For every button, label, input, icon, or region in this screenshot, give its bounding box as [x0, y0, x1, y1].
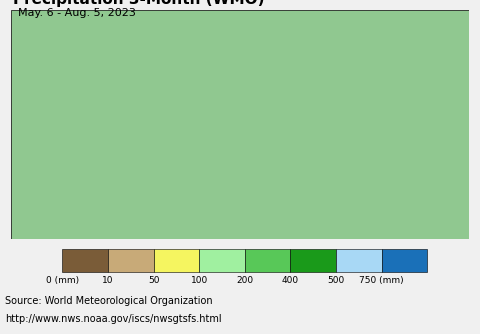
Text: 200: 200 — [236, 276, 253, 285]
Text: 100: 100 — [191, 276, 208, 285]
Text: 0 (mm): 0 (mm) — [46, 276, 79, 285]
Text: Source: World Meteorological Organization: Source: World Meteorological Organizatio… — [5, 296, 213, 306]
Text: Precipitation 3-Month (WMO): Precipitation 3-Month (WMO) — [13, 0, 265, 7]
Text: 50: 50 — [148, 276, 159, 285]
Text: 400: 400 — [282, 276, 299, 285]
Bar — [382, 248, 427, 272]
Text: 10: 10 — [102, 276, 114, 285]
Bar — [336, 248, 382, 272]
Text: May. 6 - Aug. 5, 2023: May. 6 - Aug. 5, 2023 — [18, 8, 136, 18]
Text: 750 (mm): 750 (mm) — [360, 276, 404, 285]
Text: http://www.nws.noaa.gov/iscs/nwsgtsfs.html: http://www.nws.noaa.gov/iscs/nwsgtsfs.ht… — [5, 314, 221, 324]
Bar — [108, 248, 154, 272]
Bar — [154, 248, 199, 272]
Bar — [62, 248, 108, 272]
Bar — [290, 248, 336, 272]
Bar — [245, 248, 290, 272]
Text: 500: 500 — [327, 276, 345, 285]
Bar — [199, 248, 245, 272]
